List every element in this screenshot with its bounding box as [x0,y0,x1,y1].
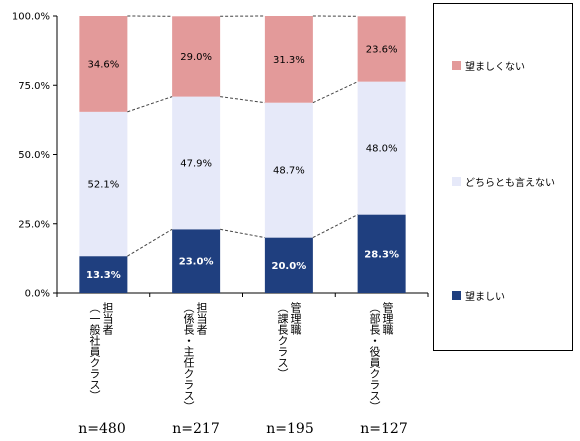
y-tick-label-0: 0.0% [25,289,50,300]
n-label-3: n=127 [360,421,408,437]
connector-b2-c0 [127,96,173,113]
legend-item-undesirable: 望ましくない [452,58,525,73]
data-label-s2-c2: 31.3% [273,55,305,66]
legend: 望ましくない どちらとも言えない 望ましい [433,3,573,351]
bar-s0-c3 [357,214,406,293]
legend-swatch-undesirable [452,61,461,70]
category-label-0: 担当者 （一般社員クラス） [88,302,114,401]
y-tick-label-1: 25.0% [18,219,50,230]
bar-s1-c1 [172,96,221,230]
legend-label-neutral: どちらとも言えない [465,178,555,189]
n-label-2: n=195 [266,421,314,437]
y-tick-label-3: 75.0% [18,81,50,92]
data-label-s0-c1: 23.0% [179,257,214,268]
data-label-s1-c0: 52.1% [87,180,119,191]
bar-s2-c0 [79,16,128,112]
data-label-s2-c0: 34.6% [87,59,119,70]
category-label-3: 管理職 （部長・役員クラス） [368,302,394,412]
y-tick-label-4: 100.0% [12,12,50,23]
data-label-s1-c2: 48.7% [273,166,305,177]
bar-s0-c1 [172,229,221,293]
data-label-s2-c1: 29.0% [180,52,212,63]
bar-s0-c2 [264,237,313,293]
n-label-0: n=480 [78,421,126,437]
y-tick-label-2: 50.0% [18,150,50,161]
category-label-3-line1: 管理職 [381,302,394,335]
connector-b2-c2 [312,81,358,104]
legend-label-undesirable: 望ましくない [465,62,525,73]
connector-b2-c1 [220,96,265,104]
bar-s2-c2 [264,16,313,103]
connector-b1-c1 [220,228,265,239]
category-label-2-line2: （課長クラス） [276,302,289,379]
legend-item-desirable: 望ましい [452,288,505,303]
legend-swatch-neutral [452,177,461,186]
category-label-2-line1: 管理職 [289,302,302,335]
bar-s0-c0 [79,256,128,293]
data-label-s0-c2: 20.0% [272,261,307,272]
connector-b1-c0 [127,228,173,257]
category-label-1-line1: 担当者 [195,302,208,335]
category-label-3-line2: （部長・役員クラス） [368,302,381,412]
n-label-1: n=217 [172,421,220,437]
data-label-s2-c3: 23.6% [366,44,398,55]
category-label-0-line1: 担当者 [101,302,114,335]
legend-item-neutral: どちらとも言えない [452,174,555,189]
category-label-1-line2: （係長・主任クラス） [182,302,195,412]
stacked-bar-chart: 0.0% 25.0% 50.0% 75.0% 100.0% 13.3% 52.1% 34.6%… [12,12,429,300]
data-label-s0-c0: 13.3% [86,270,121,281]
bar-s1-c2 [264,102,313,238]
data-label-s0-c3: 28.3% [364,249,399,260]
legend-swatch-desirable [452,291,461,300]
connector-b1-c2 [312,214,358,239]
legend-label-desirable: 望ましい [465,292,505,303]
category-label-2: 管理職 （課長クラス） [276,302,302,379]
category-label-1: 担当者 （係長・主任クラス） [182,302,208,412]
category-label-0-line2: （一般社員クラス） [88,302,101,401]
data-label-s1-c3: 48.0% [366,144,398,155]
bar-s1-c0 [79,111,128,257]
bar-s1-c3 [357,81,406,215]
bar-s2-c1 [172,16,221,97]
bar-s2-c3 [357,16,406,82]
data-label-s1-c1: 47.9% [180,158,212,169]
